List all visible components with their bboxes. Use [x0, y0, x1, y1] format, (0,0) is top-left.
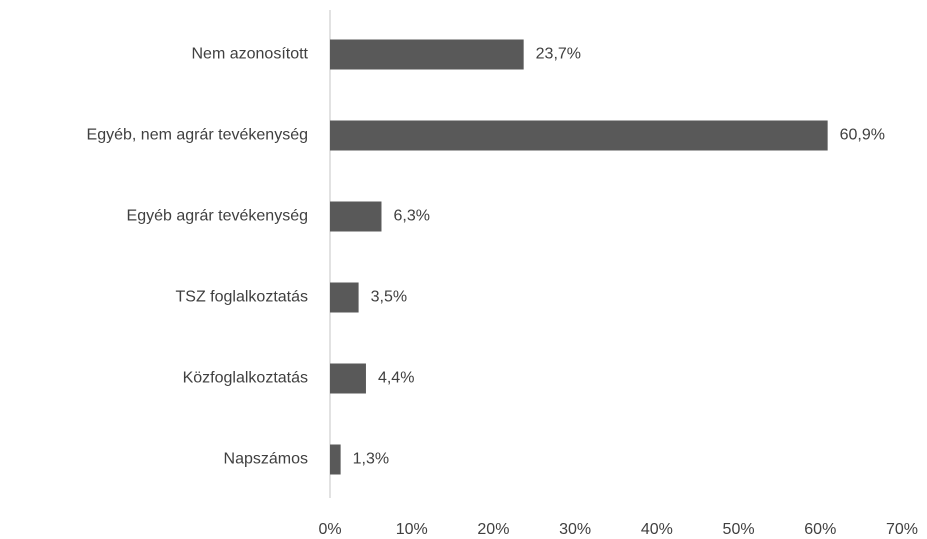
bar: [330, 282, 359, 313]
data-label: 6,3%: [393, 208, 429, 225]
y-tick-label: Egyéb, nem agrár tevékenység: [87, 127, 308, 144]
y-tick-label: Nem azonosított: [192, 46, 309, 63]
x-tick-label: 30%: [559, 521, 591, 538]
data-label: 60,9%: [840, 127, 885, 144]
x-tick-label: 20%: [477, 521, 509, 538]
x-tick-label: 0%: [318, 521, 341, 538]
data-label: 23,7%: [536, 46, 581, 63]
data-label: 4,4%: [378, 370, 414, 387]
y-tick-label: Napszámos: [224, 451, 308, 468]
bar: [330, 363, 366, 394]
x-tick-label: 60%: [804, 521, 836, 538]
bar: [330, 201, 382, 232]
bar: [330, 444, 341, 475]
y-tick-label: TSZ foglalkoztatás: [176, 289, 309, 306]
bar: [330, 120, 828, 151]
x-tick-label: 50%: [723, 521, 755, 538]
x-tick-label: 40%: [641, 521, 673, 538]
x-tick-label: 70%: [886, 521, 918, 538]
y-tick-label: Közfoglalkoztatás: [183, 370, 308, 387]
x-tick-label: 10%: [396, 521, 428, 538]
y-tick-label: Egyéb agrár tevékenység: [127, 208, 308, 225]
data-label: 3,5%: [371, 289, 407, 306]
bar: [330, 39, 524, 70]
data-label: 1,3%: [353, 451, 389, 468]
